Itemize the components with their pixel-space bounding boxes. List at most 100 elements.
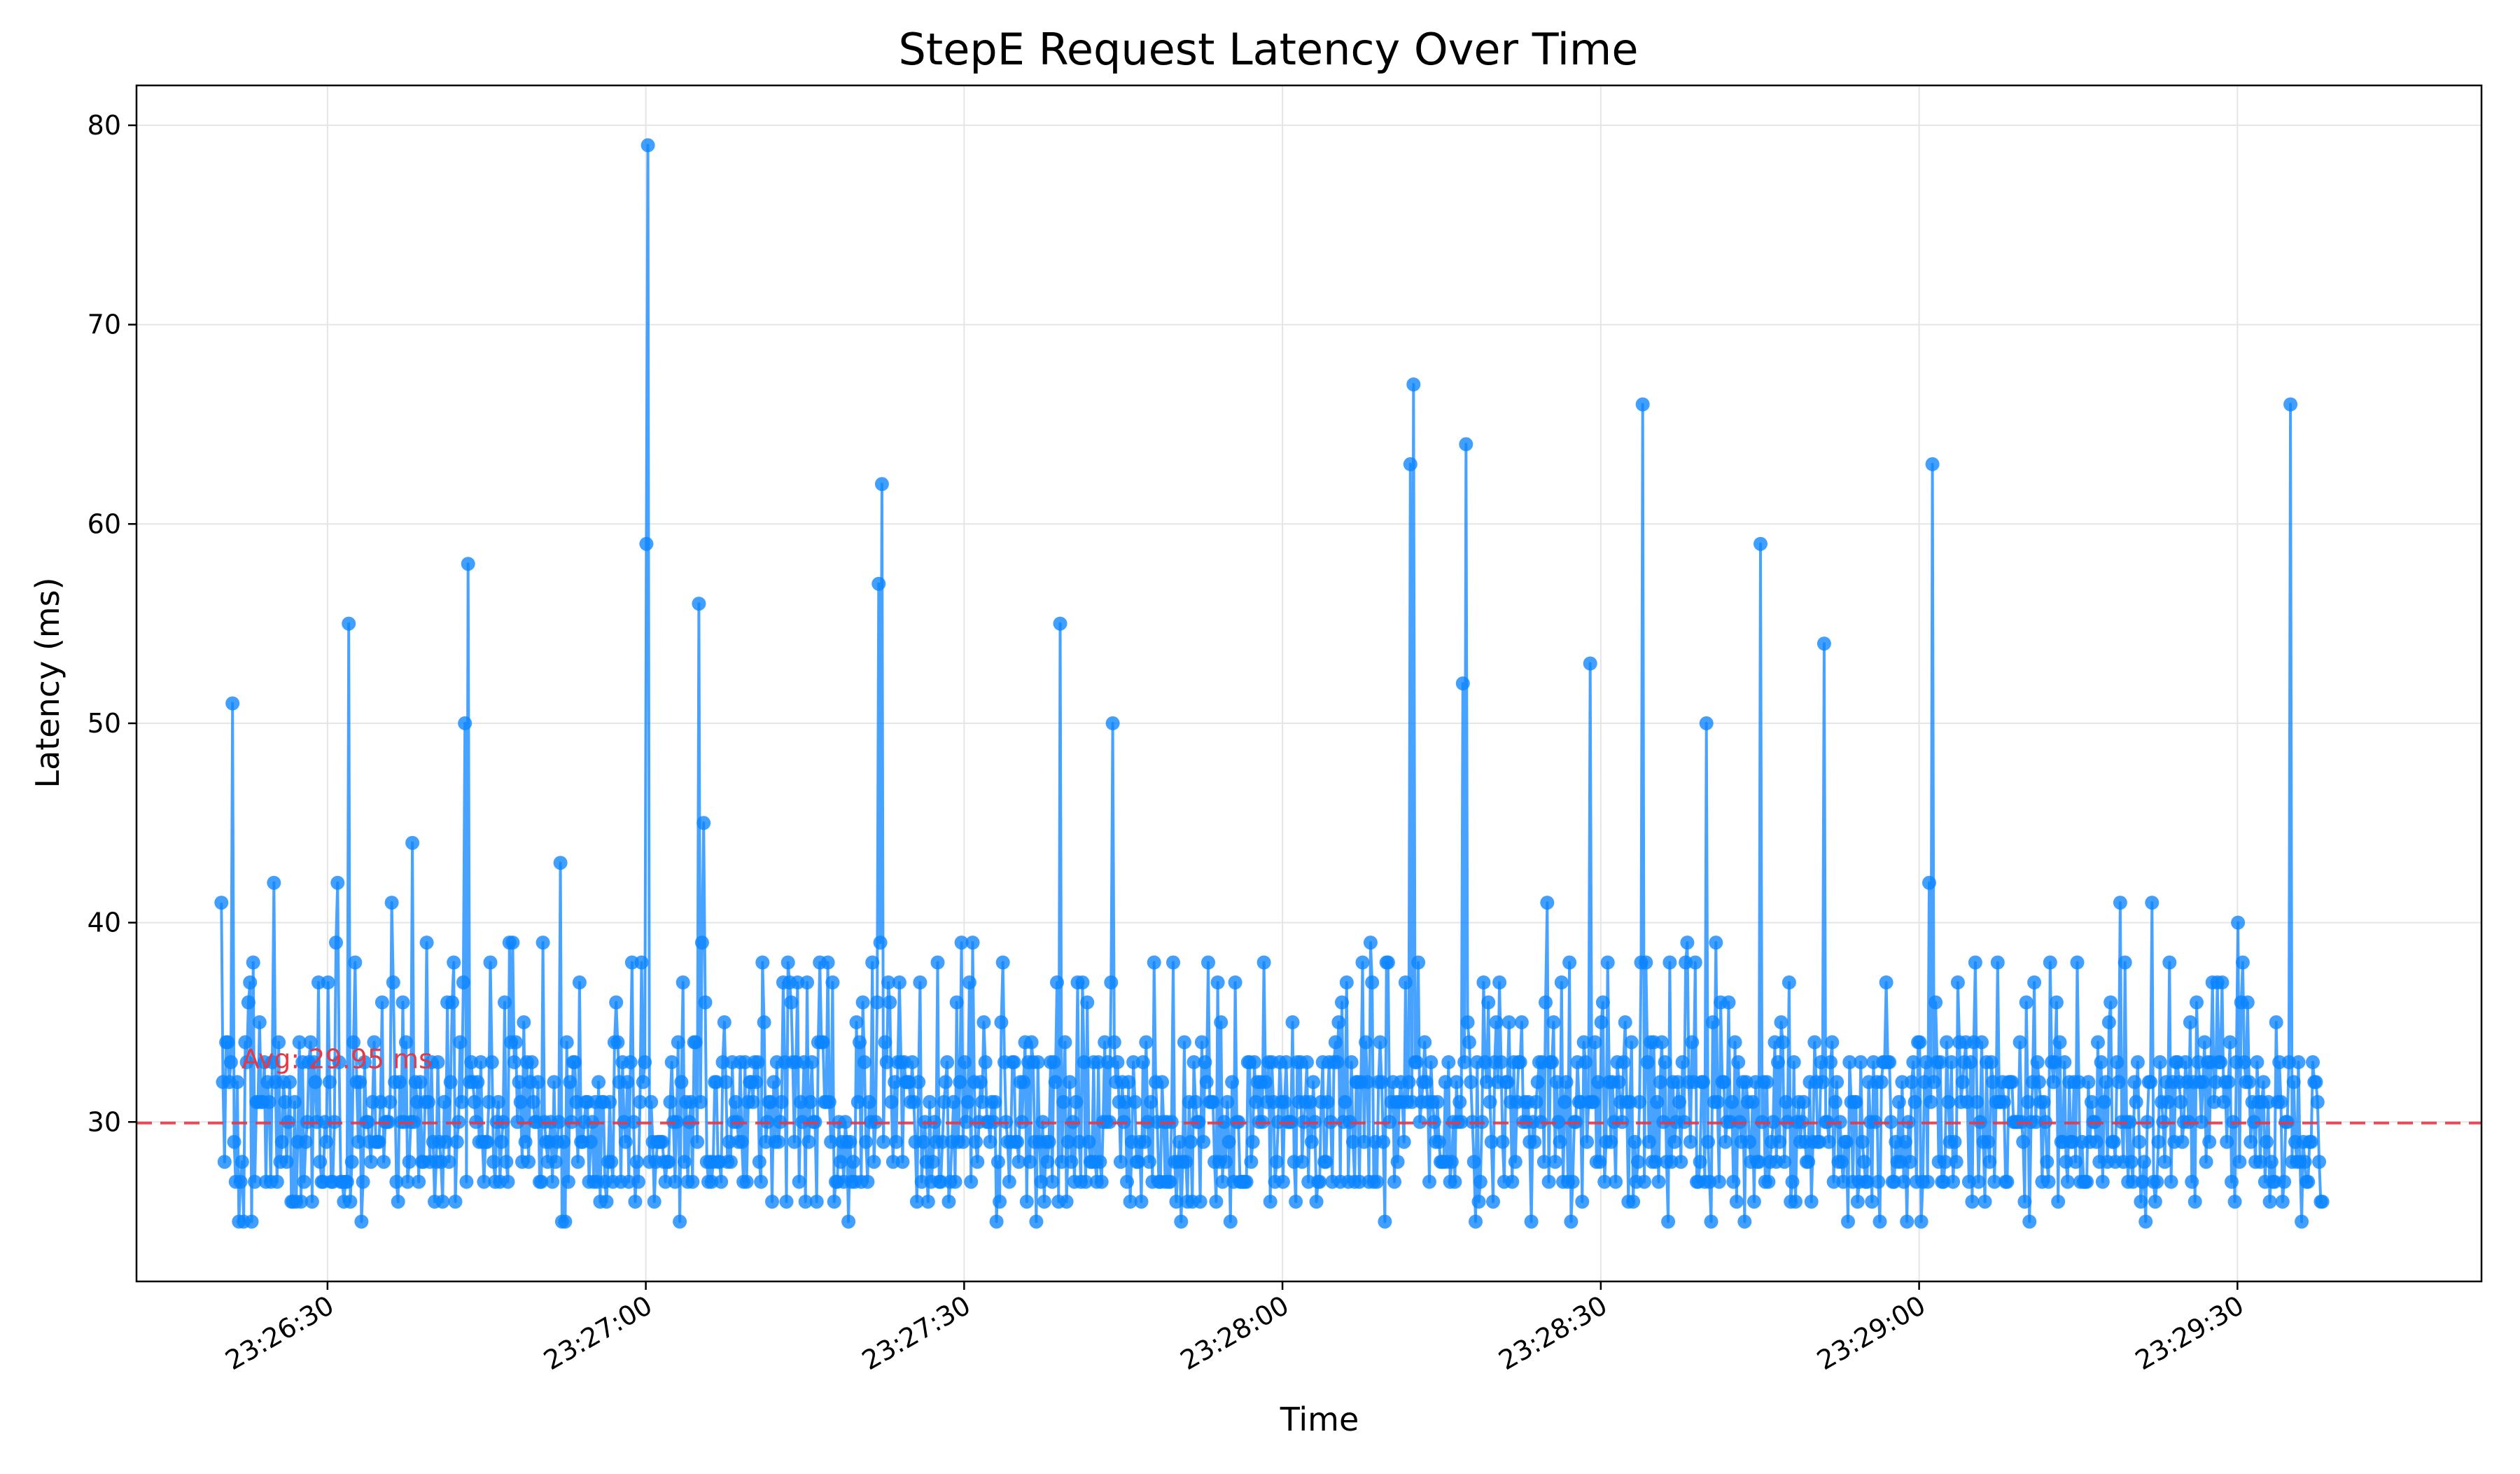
latency-point bbox=[734, 1134, 749, 1149]
latency-point bbox=[1990, 955, 2005, 970]
latency-point bbox=[746, 1094, 760, 1109]
latency-point bbox=[262, 1094, 276, 1109]
latency-point bbox=[1502, 1015, 1516, 1029]
latency-point bbox=[2059, 1155, 2073, 1169]
latency-point bbox=[867, 1155, 881, 1169]
latency-point bbox=[1345, 1134, 1360, 1149]
latency-point bbox=[876, 1134, 891, 1149]
latency-point bbox=[2132, 1134, 2147, 1149]
latency-point bbox=[1639, 955, 1653, 970]
latency-point bbox=[1209, 1195, 1224, 1209]
latency-point bbox=[655, 1134, 670, 1149]
latency-point bbox=[640, 138, 655, 153]
latency-point bbox=[1559, 1075, 1574, 1090]
latency-point bbox=[1002, 1174, 1016, 1189]
latency-point bbox=[559, 1035, 574, 1050]
latency-point bbox=[522, 1155, 536, 1169]
latency-point bbox=[820, 955, 835, 970]
latency-point bbox=[774, 1094, 789, 1109]
latency-point bbox=[1896, 1174, 1911, 1189]
latency-point bbox=[459, 1174, 474, 1189]
latency-point bbox=[2222, 1035, 2237, 1050]
latency-point bbox=[824, 1134, 839, 1149]
latency-point bbox=[1650, 1094, 1665, 1109]
latency-point bbox=[803, 1094, 818, 1109]
latency-point bbox=[1984, 1055, 1998, 1069]
chart-title: StepE Request Latency Over Time bbox=[899, 24, 1639, 75]
latency-point bbox=[1536, 1155, 1551, 1169]
latency-point bbox=[563, 1075, 578, 1090]
latency-point bbox=[671, 1035, 685, 1050]
latency-point bbox=[905, 1055, 920, 1069]
latency-point bbox=[631, 1174, 645, 1189]
latency-point bbox=[2065, 1134, 2080, 1149]
latency-point bbox=[1941, 1094, 1956, 1109]
latency-point bbox=[696, 816, 711, 830]
latency-point bbox=[923, 1094, 937, 1109]
latency-point bbox=[1269, 1155, 1284, 1169]
latency-point bbox=[1011, 1155, 1026, 1169]
latency-point bbox=[1546, 1015, 1561, 1029]
latency-point bbox=[372, 1134, 386, 1149]
latency-point bbox=[1060, 1134, 1075, 1149]
latency-point bbox=[2283, 397, 2298, 412]
latency-point bbox=[2135, 1174, 2150, 1189]
latency-point bbox=[214, 896, 229, 910]
latency-point bbox=[2017, 1195, 2032, 1209]
latency-point bbox=[906, 1094, 921, 1109]
latency-point bbox=[1701, 1134, 1715, 1149]
latency-point bbox=[1037, 1195, 1051, 1209]
latency-point bbox=[1539, 995, 1553, 1010]
latency-point bbox=[881, 975, 895, 989]
latency-point bbox=[1919, 1055, 1933, 1069]
latency-point bbox=[1449, 1075, 1464, 1090]
latency-point bbox=[1452, 1094, 1467, 1109]
latency-point bbox=[599, 1195, 614, 1209]
latency-point bbox=[983, 1134, 997, 1149]
latency-point bbox=[2202, 1134, 2217, 1149]
latency-point bbox=[2081, 1075, 2096, 1090]
latency-point bbox=[356, 1174, 370, 1189]
latency-point bbox=[536, 936, 550, 950]
latency-point bbox=[238, 1035, 253, 1050]
latency-point bbox=[2029, 1115, 2043, 1129]
latency-point bbox=[2099, 1075, 2113, 1090]
latency-point bbox=[1651, 1174, 1666, 1189]
latency-point bbox=[348, 955, 363, 970]
latency-point bbox=[1413, 1115, 1427, 1129]
latency-point bbox=[2019, 995, 2033, 1010]
latency-point bbox=[505, 936, 520, 950]
latency-point bbox=[1600, 955, 1615, 970]
latency-point bbox=[553, 856, 568, 870]
latency-point bbox=[1376, 1134, 1391, 1149]
latency-point bbox=[1344, 1055, 1359, 1069]
latency-point bbox=[846, 1155, 860, 1169]
latency-point bbox=[248, 1174, 262, 1189]
latency-point bbox=[343, 1195, 358, 1209]
latency-point bbox=[1855, 1134, 1870, 1149]
latency-point bbox=[2046, 1075, 2061, 1090]
latency-point bbox=[1256, 955, 1271, 970]
latency-point bbox=[1653, 1075, 1667, 1090]
latency-point bbox=[445, 995, 459, 1010]
latency-point bbox=[2162, 955, 2177, 970]
latency-point bbox=[342, 616, 356, 631]
latency-point bbox=[1815, 1075, 1830, 1090]
latency-point bbox=[969, 1134, 983, 1149]
latency-point bbox=[784, 995, 799, 1010]
latency-point bbox=[941, 1195, 956, 1209]
latency-point bbox=[2232, 1155, 2247, 1169]
latency-point bbox=[2250, 1055, 2264, 1069]
latency-point bbox=[274, 1134, 289, 1149]
latency-point bbox=[308, 1075, 323, 1090]
latency-point bbox=[1604, 1134, 1618, 1149]
latency-point bbox=[1228, 975, 1242, 989]
latency-point bbox=[1648, 1155, 1662, 1169]
latency-point bbox=[930, 955, 945, 970]
latency-point bbox=[2031, 1075, 2046, 1090]
latency-point bbox=[1595, 995, 1610, 1010]
latency-point bbox=[1188, 1094, 1203, 1109]
latency-point bbox=[1029, 1214, 1044, 1229]
latency-point bbox=[647, 1195, 662, 1209]
latency-point bbox=[2207, 1094, 2221, 1109]
